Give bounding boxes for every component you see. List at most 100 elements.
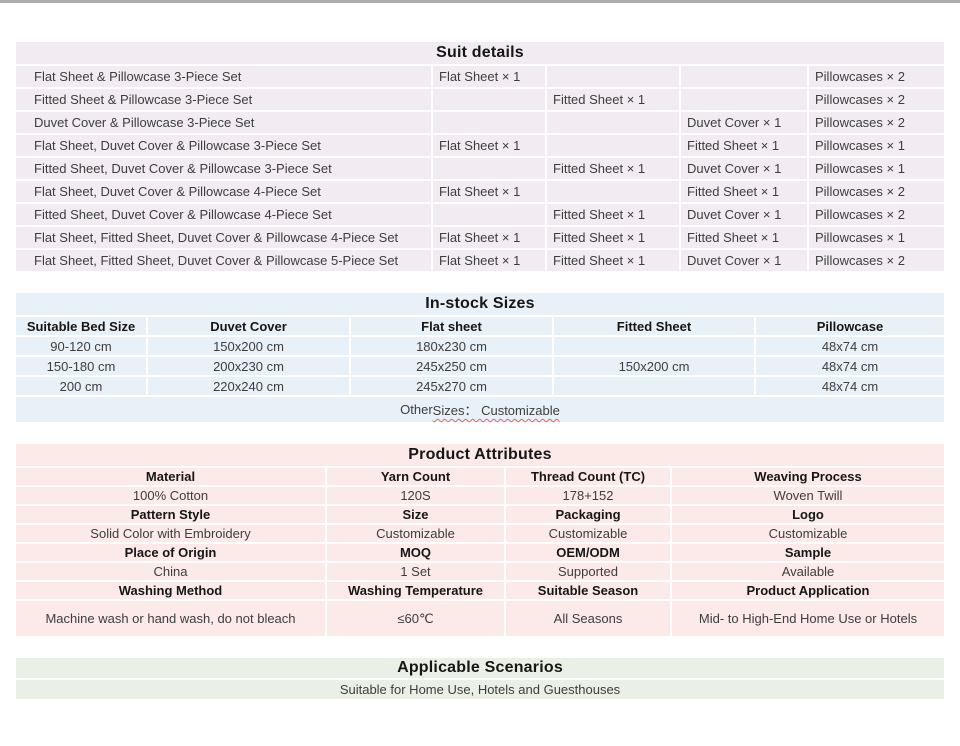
suit-row: Flat Sheet, Fitted Sheet, Duvet Cover & …: [16, 227, 944, 248]
attr-value-cell: 178+152: [506, 487, 670, 504]
suit-set-name-cell: Fitted Sheet, Duvet Cover & Pillowcase 4…: [16, 204, 431, 225]
suit-component-cell: [433, 89, 545, 110]
stock-size-cell: 48x74 cm: [756, 337, 944, 355]
suit-set-name-cell: Fitted Sheet, Duvet Cover & Pillowcase 3…: [16, 158, 431, 179]
stock-size-cell: 245x270 cm: [351, 377, 552, 395]
suit-component-cell: [547, 135, 679, 156]
attr-label-row: Pattern Style Size Packaging Logo: [16, 506, 944, 523]
suit-component-cell: [681, 89, 807, 110]
attr-value-cell: 1 Set: [327, 563, 504, 580]
stock-row: 200 cm 220x240 cm 245x270 cm 48x74 cm: [16, 377, 944, 395]
suit-set-name-cell: Flat Sheet, Duvet Cover & Pillowcase 4-P…: [16, 181, 431, 202]
attr-value-cell: Supported: [506, 563, 670, 580]
attr-value-row: China 1 Set Supported Available: [16, 563, 944, 580]
stock-header-cell: Duvet Cover: [148, 317, 349, 335]
attr-value-cell: 120S: [327, 487, 504, 504]
suit-row: Flat Sheet & Pillowcase 3-Piece Set Flat …: [16, 66, 944, 87]
suit-set-name-cell: Flat Sheet, Duvet Cover & Pillowcase 3-P…: [16, 135, 431, 156]
suit-component-cell: Fitted Sheet × 1: [547, 158, 679, 179]
attr-label-cell: MOQ: [327, 544, 504, 561]
stock-row: 90-120 cm 150x200 cm 180x230 cm 48x74 cm: [16, 337, 944, 355]
suit-component-cell: Fitted Sheet × 1: [547, 227, 679, 248]
attr-value-row: Solid Color with Embroidery Customizable C…: [16, 525, 944, 542]
suit-component-cell: [547, 66, 679, 87]
attr-value-cell: Customizable: [506, 525, 670, 542]
attr-value-cell: Machine wash or hand wash, do not bleach: [16, 601, 325, 636]
suit-details-title: Suit details: [16, 42, 944, 64]
suit-row: Flat Sheet, Duvet Cover & Pillowcase 4-P…: [16, 181, 944, 202]
applicable-scenarios-panel: Applicable Scenarios Suitable for Home U…: [16, 658, 944, 699]
applicable-scenarios-text: Suitable for Home Use, Hotels and Guesth…: [16, 680, 944, 699]
suit-set-name-cell: Duvet Cover & Pillowcase 3-Piece Set: [16, 112, 431, 133]
stock-size-cell: 150x200 cm: [148, 337, 349, 355]
suit-component-cell: [433, 158, 545, 179]
suit-row: Duvet Cover & Pillowcase 3-Piece Set Duve…: [16, 112, 944, 133]
suit-set-name-cell: Flat Sheet, Fitted Sheet, Duvet Cover & …: [16, 250, 431, 271]
suit-component-cell: Pillowcases × 2: [809, 250, 944, 271]
suit-component-cell: Duvet Cover × 1: [681, 112, 807, 133]
suit-component-cell: Flat Sheet × 1: [433, 135, 545, 156]
attr-value-cell: Solid Color with Embroidery: [16, 525, 325, 542]
suit-component-cell: [681, 66, 807, 87]
suit-component-cell: Fitted Sheet × 1: [681, 135, 807, 156]
stock-header-cell: Pillowcase: [756, 317, 944, 335]
suit-component-cell: Duvet Cover × 1: [681, 158, 807, 179]
stock-size-cell: 180x230 cm: [351, 337, 552, 355]
product-attributes-rows: Material Yarn Count Thread Count (TC) Weavi…: [16, 468, 944, 636]
product-attributes-title: Product Attributes: [16, 444, 944, 466]
stock-header-cell: Flat sheet: [351, 317, 552, 335]
suit-component-cell: Pillowcases × 2: [809, 181, 944, 202]
attr-label-cell: Product Application: [672, 582, 944, 599]
top-divider: [0, 0, 960, 3]
suit-set-name-cell: Flat Sheet & Pillowcase 3-Piece Set: [16, 66, 431, 87]
other-sizes-customizable: Sizes： Customizable: [432, 403, 560, 418]
suit-component-cell: Pillowcases × 1: [809, 158, 944, 179]
suit-row: Flat Sheet, Duvet Cover & Pillowcase 3-P…: [16, 135, 944, 156]
attr-value-cell: 100% Cotton: [16, 487, 325, 504]
attr-label-cell: Yarn Count: [327, 468, 504, 485]
attr-value-cell: China: [16, 563, 325, 580]
suit-row: Fitted Sheet, Duvet Cover & Pillowcase 3…: [16, 158, 944, 179]
attr-value-cell: Customizable: [327, 525, 504, 542]
suit-component-cell: Flat Sheet × 1: [433, 66, 545, 87]
stock-size-cell: 150-180 cm: [16, 357, 146, 375]
stock-size-cell: 200 cm: [16, 377, 146, 395]
stock-size-cell: [554, 377, 754, 395]
stock-row: 150-180 cm 200x230 cm 245x250 cm 150x200 cm…: [16, 357, 944, 375]
attr-label-cell: Place of Origin: [16, 544, 325, 561]
in-stock-rows: 90-120 cm 150x200 cm 180x230 cm 48x74 cm 150…: [16, 337, 944, 395]
in-stock-header-row: Suitable Bed Size Duvet Cover Flat sheet Fi…: [16, 317, 944, 335]
attr-value-cell: All Seasons: [506, 601, 670, 636]
attr-label-cell: Washing Method: [16, 582, 325, 599]
suit-row: Fitted Sheet, Duvet Cover & Pillowcase 4…: [16, 204, 944, 225]
stock-header-cell: Fitted Sheet: [554, 317, 754, 335]
attr-value-cell: Customizable: [672, 525, 944, 542]
stock-size-cell: 200x230 cm: [148, 357, 349, 375]
attr-label-cell: Logo: [672, 506, 944, 523]
other-sizes-prefix: Other: [400, 402, 433, 417]
attr-label-cell: Sample: [672, 544, 944, 561]
attr-label-row: Material Yarn Count Thread Count (TC) Weavi…: [16, 468, 944, 485]
suit-component-cell: Duvet Cover × 1: [681, 204, 807, 225]
suit-component-cell: Pillowcases × 2: [809, 112, 944, 133]
attr-label-cell: Washing Temperature: [327, 582, 504, 599]
stock-header-cell: Suitable Bed Size: [16, 317, 146, 335]
attr-label-row: Washing Method Washing Temperature Suitabl…: [16, 582, 944, 599]
other-sizes-note: Other Sizes： Customizable: [16, 397, 944, 422]
suit-component-cell: [547, 112, 679, 133]
suit-component-cell: Pillowcases × 1: [809, 135, 944, 156]
suit-component-cell: Pillowcases × 2: [809, 66, 944, 87]
attr-value-row: Machine wash or hand wash, do not bleach…: [16, 601, 944, 636]
attr-value-cell: Mid- to High-End Home Use or Hotels: [672, 601, 944, 636]
attr-label-cell: Weaving Process: [672, 468, 944, 485]
attr-label-row: Place of Origin MOQ OEM/ODM Sample: [16, 544, 944, 561]
suit-component-cell: [547, 181, 679, 202]
in-stock-sizes-table: In-stock Sizes Suitable Bed Size Duvet Co…: [16, 293, 944, 422]
suit-component-cell: Pillowcases × 2: [809, 89, 944, 110]
in-stock-sizes-title: In-stock Sizes: [16, 293, 944, 315]
stock-size-cell: 48x74 cm: [756, 377, 944, 395]
attr-label-cell: Pattern Style: [16, 506, 325, 523]
applicable-scenarios-title: Applicable Scenarios: [16, 658, 944, 678]
attr-value-cell: Available: [672, 563, 944, 580]
attr-value-cell: Woven Twill: [672, 487, 944, 504]
